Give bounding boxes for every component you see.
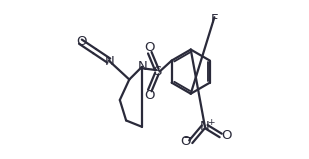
Text: O: O xyxy=(180,135,190,148)
Text: +: + xyxy=(207,118,215,127)
Text: O: O xyxy=(145,41,155,55)
Text: F: F xyxy=(211,13,218,26)
Text: O: O xyxy=(145,89,155,102)
Text: S: S xyxy=(154,65,162,78)
Text: N: N xyxy=(200,120,210,133)
Text: O: O xyxy=(221,129,231,142)
Text: −: − xyxy=(183,131,193,144)
Text: N: N xyxy=(138,60,148,73)
Text: O: O xyxy=(76,35,87,48)
Text: N: N xyxy=(105,55,114,68)
